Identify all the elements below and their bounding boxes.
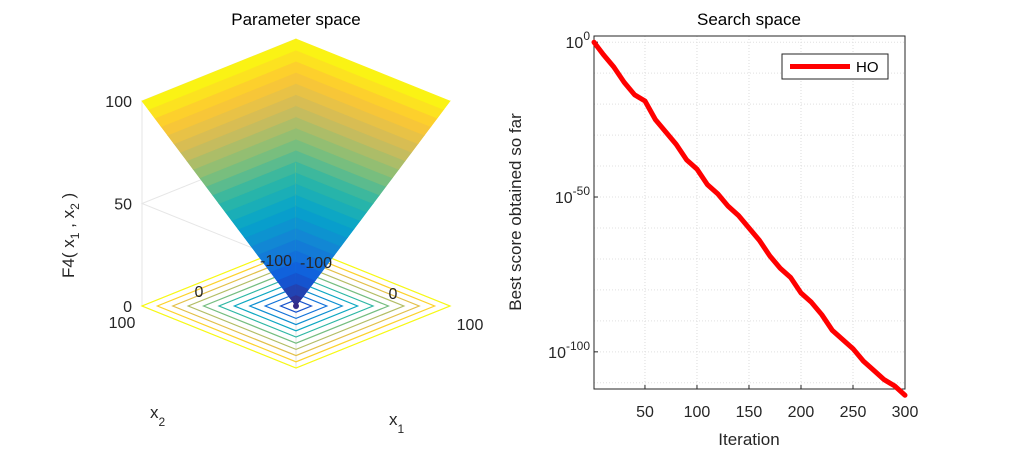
x2-tick-label: 100 (109, 315, 136, 332)
y-tick-label: 10-50 (555, 184, 590, 207)
contour-line (248, 286, 344, 326)
z-axis-label: F4( x1 , x2 ) (59, 193, 82, 278)
x-tick-label: 300 (892, 404, 919, 421)
x-tick-label: 150 (736, 404, 763, 421)
series-layer (591, 39, 908, 398)
surface-minimum (293, 303, 299, 309)
x1-tick-label: 0 (389, 286, 398, 303)
surface-mesh (141, 38, 451, 309)
contour-line (140, 243, 452, 369)
contour-line (232, 280, 360, 332)
x-tick-label: 250 (840, 404, 867, 421)
legend-label: HO (856, 59, 879, 76)
surface-title: Parameter space (231, 10, 360, 29)
surface-band (295, 38, 451, 110)
convergence-tick-labels: 50 100 150 200 250 300 100 10-50 10-100 (548, 29, 918, 421)
y-tick-label: 10-100 (548, 339, 590, 362)
contour-lines (140, 243, 452, 369)
contour-line (263, 292, 329, 320)
x1-axis-label: x1 (389, 410, 405, 436)
x-tick-label: 100 (684, 404, 711, 421)
x-axis-label: Iteration (718, 430, 779, 449)
legend: HO (781, 53, 889, 80)
contour-line (171, 255, 421, 357)
x-tick-label: 50 (636, 404, 654, 421)
y-axis-label: Best score obtained so far (506, 113, 525, 311)
x2-tick-label: 0 (195, 284, 204, 301)
z-tick-label: 100 (105, 94, 132, 111)
contour-line (278, 299, 314, 313)
convergence-axes-box (593, 35, 906, 390)
convergence-plot: Search space 50 100 150 200 250 300 100 10-50 10… (506, 10, 918, 449)
convergence-grid (594, 36, 906, 389)
x1-tick-label: -100 (300, 255, 332, 272)
contour-line (155, 249, 437, 363)
contour-line (217, 274, 375, 338)
x2-axis-label: x2 (150, 403, 166, 429)
contour-line (186, 261, 406, 351)
x-tick-label: 200 (788, 404, 815, 421)
z-tick-label: 50 (114, 197, 132, 214)
series-line-ho (591, 39, 908, 398)
convergence-title: Search space (697, 10, 801, 29)
x1-tick-label: 100 (457, 317, 484, 334)
z-tick-label: 0 (123, 299, 132, 316)
x2-tick-label: -100 (260, 253, 292, 270)
contour-line (201, 268, 391, 344)
y-tick-label: 100 (566, 29, 591, 52)
